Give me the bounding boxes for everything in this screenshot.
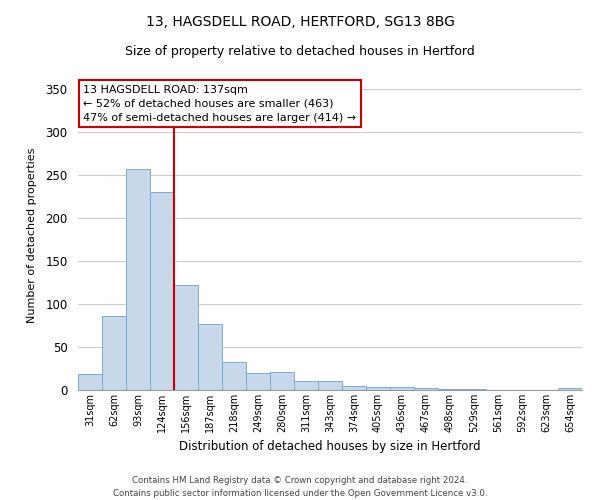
Bar [558,388,582,390]
Bar [366,386,390,390]
Text: 13 HAGSDELL ROAD: 137sqm
← 52% of detached houses are smaller (463)
47% of semi-: 13 HAGSDELL ROAD: 137sqm ← 52% of detach… [83,84,356,122]
Bar [390,388,414,390]
Bar [318,382,342,390]
Text: 13, HAGSDELL ROAD, HERTFORD, SG13 8BG: 13, HAGSDELL ROAD, HERTFORD, SG13 8BG [146,15,454,29]
Bar [102,316,126,390]
Text: Size of property relative to detached houses in Hertford: Size of property relative to detached ho… [125,45,475,58]
Bar [222,362,246,390]
Bar [150,192,174,390]
Bar [462,389,486,390]
Bar [174,285,198,390]
Text: Contains HM Land Registry data © Crown copyright and database right 2024.
Contai: Contains HM Land Registry data © Crown c… [113,476,487,498]
Bar [414,388,438,390]
Bar [126,168,150,390]
Bar [438,389,462,390]
Bar [246,373,270,390]
Y-axis label: Number of detached properties: Number of detached properties [27,148,37,322]
Bar [294,380,318,390]
Bar [198,324,222,390]
Bar [78,374,102,390]
Bar [270,372,294,390]
Bar [342,386,366,390]
X-axis label: Distribution of detached houses by size in Hertford: Distribution of detached houses by size … [179,440,481,454]
